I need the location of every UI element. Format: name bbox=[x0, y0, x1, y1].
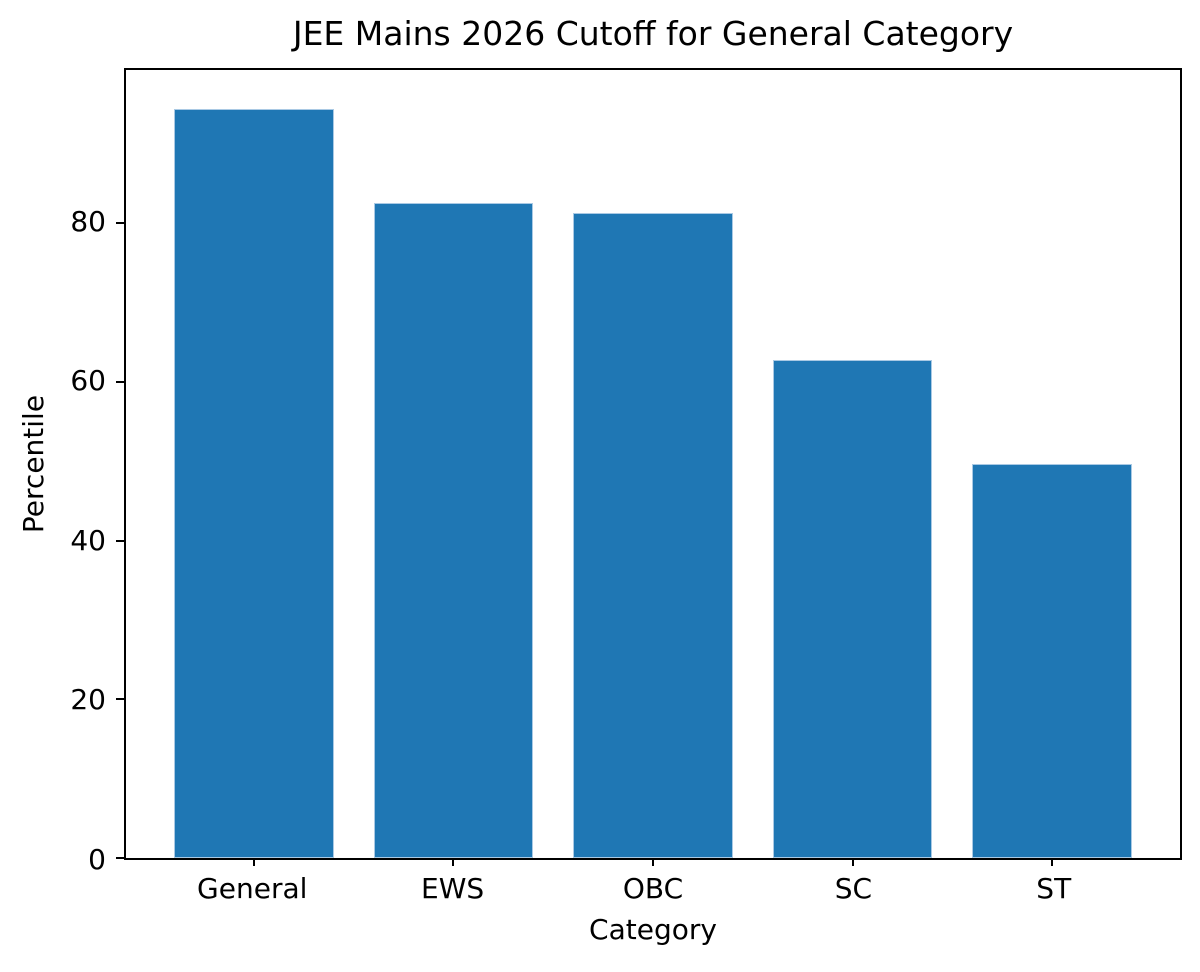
bar-general bbox=[173, 108, 334, 858]
bar-ews bbox=[373, 202, 534, 858]
x-tick-label: ST bbox=[1036, 872, 1072, 905]
x-tick-mark bbox=[1051, 858, 1054, 866]
y-tick-label: 40 bbox=[70, 523, 106, 557]
bar-obc bbox=[573, 212, 733, 858]
x-tick-label: EWS bbox=[421, 872, 485, 905]
y-tick-label: 80 bbox=[70, 204, 106, 238]
x-tick-mark bbox=[252, 858, 255, 866]
y-tick-label: 60 bbox=[70, 364, 106, 398]
y-tick-mark bbox=[116, 698, 124, 701]
x-tick-mark bbox=[851, 858, 854, 866]
plot-area bbox=[116, 68, 1182, 866]
x-tick-label: SC bbox=[834, 872, 873, 905]
y-tick-mark bbox=[116, 222, 124, 225]
y-tick-mark bbox=[116, 539, 124, 542]
y-tick-mark bbox=[116, 857, 124, 859]
x-axis-tick-labels: General EWS OBC SC ST bbox=[124, 872, 1182, 908]
x-tick-label: OBC bbox=[622, 872, 684, 905]
chart-title: JEE Mains 2026 Cutoff for General Catego… bbox=[292, 14, 1014, 53]
x-tick-mark bbox=[652, 858, 654, 866]
y-tick-label: 0 bbox=[88, 843, 106, 876]
y-tick-label: 20 bbox=[70, 683, 106, 717]
y-tick-mark bbox=[116, 380, 124, 383]
bar-st bbox=[972, 463, 1133, 858]
x-tick-label: General bbox=[197, 872, 308, 905]
x-axis-label: Category bbox=[589, 913, 717, 946]
x-tick-mark bbox=[452, 858, 455, 866]
bar-sc bbox=[772, 360, 933, 858]
y-axis-tick-labels: 0 20 40 60 80 bbox=[0, 68, 106, 876]
